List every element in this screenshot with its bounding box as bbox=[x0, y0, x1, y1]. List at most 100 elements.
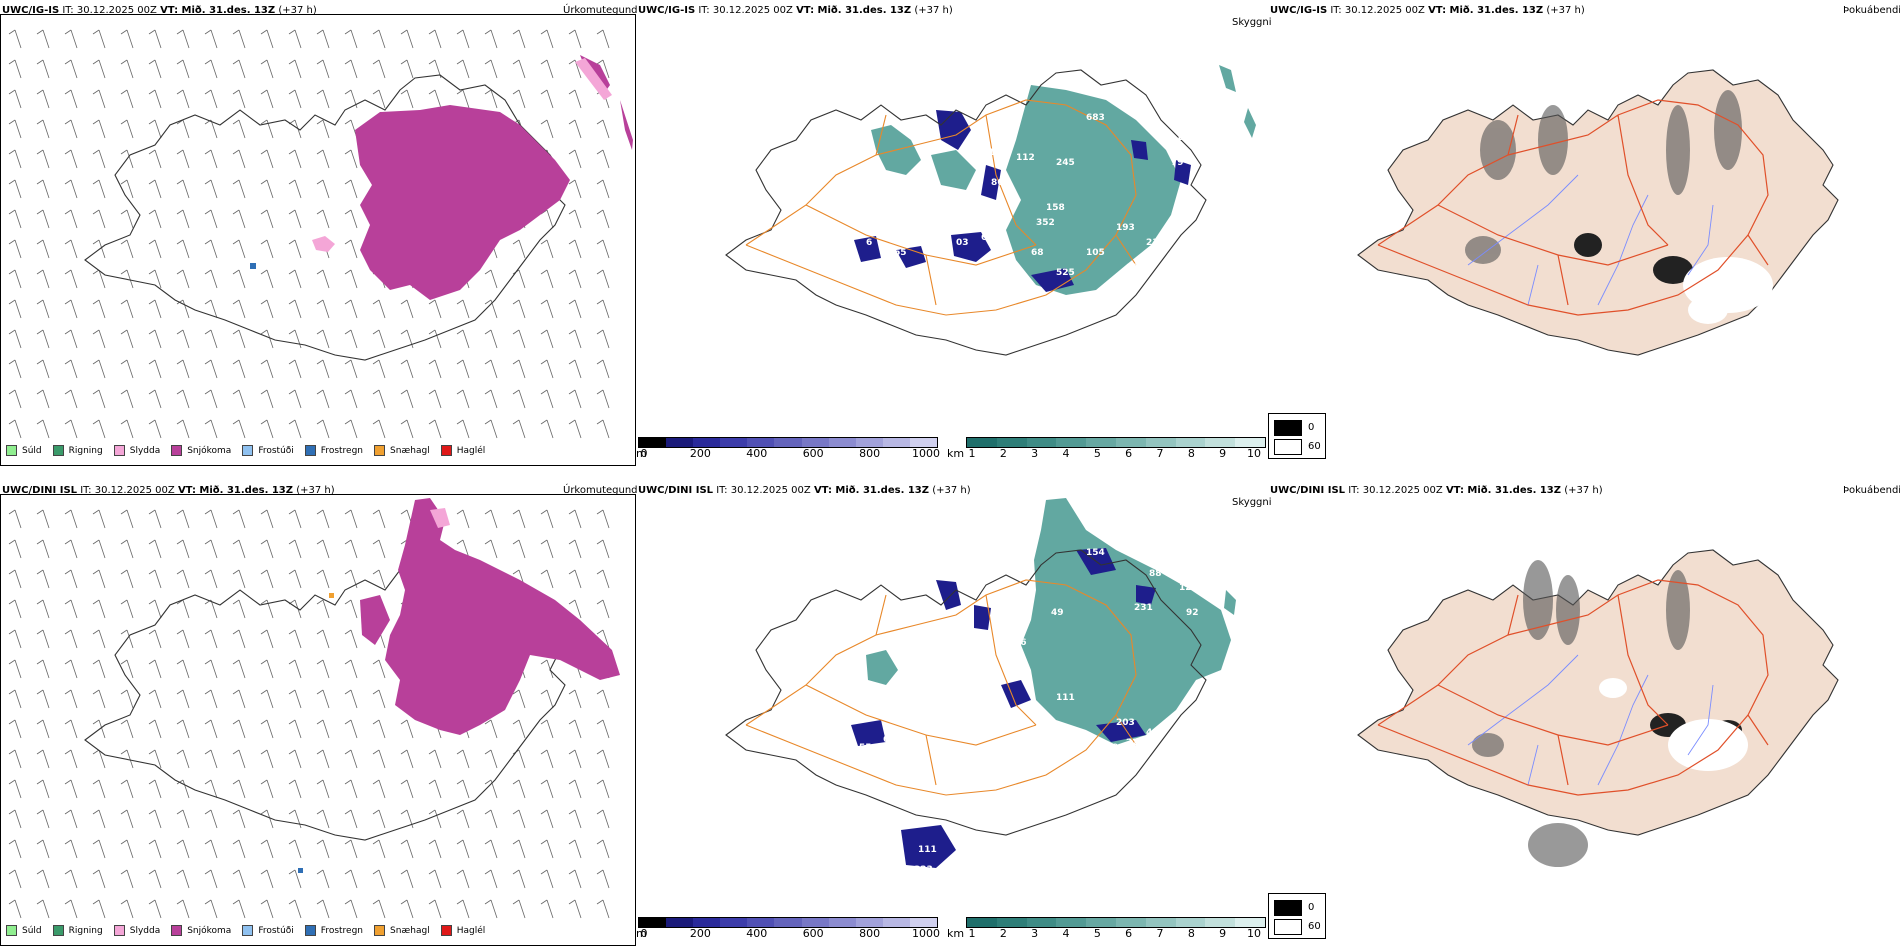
wind-barb-flag bbox=[484, 299, 492, 305]
wind-barb bbox=[154, 749, 162, 769]
wind-barb-flag bbox=[260, 389, 268, 395]
wind-barb bbox=[70, 89, 78, 109]
wind-barb bbox=[350, 719, 358, 739]
wind-barb-flag bbox=[92, 239, 100, 245]
wind-barb-flag bbox=[260, 779, 268, 785]
colorbar-tick: 5 bbox=[1093, 927, 1101, 940]
wind-barb-flag bbox=[344, 689, 352, 695]
wind-barb bbox=[70, 569, 78, 589]
wind-barb bbox=[434, 779, 442, 799]
wind-barb-flag bbox=[316, 689, 324, 695]
wind-barb-flag bbox=[512, 839, 520, 845]
wind-barb-flag bbox=[204, 299, 212, 305]
wind-barb bbox=[70, 659, 78, 679]
valid-time: VT: Mið. 31.des. 13Z bbox=[796, 5, 912, 16]
wind-barb-flag bbox=[596, 59, 604, 65]
wind-barb bbox=[154, 299, 162, 319]
legend-swatch bbox=[6, 445, 17, 456]
wind-barb bbox=[182, 749, 190, 769]
wind-barb bbox=[406, 29, 414, 49]
wind-barb bbox=[266, 869, 274, 889]
wind-barb bbox=[574, 89, 582, 109]
wind-barb-flag bbox=[232, 749, 240, 755]
wind-barb-flag bbox=[232, 209, 240, 215]
wind-barb bbox=[14, 209, 22, 229]
wind-barb-flag bbox=[568, 539, 576, 545]
wind-barb-flag bbox=[344, 299, 352, 305]
visibility-areas bbox=[871, 65, 1256, 295]
wind-barb-flag bbox=[148, 239, 156, 245]
wind-barb-flag bbox=[204, 149, 212, 155]
wind-barb-flag bbox=[316, 299, 324, 305]
wind-barb-flag bbox=[316, 59, 324, 65]
legend-item: Súld bbox=[6, 925, 42, 936]
wind-barb-flag bbox=[540, 719, 548, 725]
wind-barb bbox=[238, 29, 246, 49]
wind-barb-flag bbox=[36, 359, 44, 365]
wind-barb-flag bbox=[148, 419, 156, 425]
wind-barb-flag bbox=[568, 239, 576, 245]
panel-type-fog: Þokuábendi bbox=[1843, 5, 1900, 16]
wind-barb-flag bbox=[92, 539, 100, 545]
road-network bbox=[1377, 99, 1769, 316]
wind-barb-flag bbox=[568, 689, 576, 695]
wind-barb bbox=[154, 179, 162, 199]
wind-barb bbox=[574, 689, 582, 709]
wind-barb bbox=[266, 779, 274, 799]
visibility-label: 122 bbox=[1176, 133, 1195, 143]
wind-barb-flag bbox=[596, 359, 604, 365]
wind-barb-flag bbox=[372, 809, 380, 815]
wind-barb-flag bbox=[568, 719, 576, 725]
colorbar-bin bbox=[828, 438, 856, 447]
wind-barb bbox=[602, 719, 610, 739]
cloud-panel-1: UWC/IG-IS IT: 30.12.2025 00Z VT: Mið. 31… bbox=[636, 0, 1272, 475]
legend-item: Frostregn bbox=[304, 925, 363, 936]
wind-barb bbox=[378, 569, 386, 589]
wind-barb bbox=[406, 59, 414, 79]
colorbar-bin bbox=[967, 438, 997, 447]
wind-barb-flag bbox=[260, 839, 268, 845]
wind-barb-flag bbox=[344, 539, 352, 545]
wind-barb bbox=[406, 329, 414, 349]
wind-barb bbox=[574, 719, 582, 739]
wind-barb-flag bbox=[260, 869, 268, 875]
wind-barb-flag bbox=[372, 59, 380, 65]
wind-barb-flag bbox=[484, 419, 492, 425]
wind-barb-flag bbox=[596, 539, 604, 545]
wind-barb bbox=[182, 779, 190, 799]
visibility-label: 352 bbox=[1036, 218, 1055, 228]
wind-barb-flag bbox=[400, 809, 408, 815]
wind-barb bbox=[238, 539, 246, 559]
wind-barb bbox=[434, 389, 442, 409]
wind-barb bbox=[574, 809, 582, 829]
wind-barb-flag bbox=[36, 149, 44, 155]
wind-barb bbox=[602, 119, 610, 139]
row-2: UWC/DINI ISL IT: 30.12.2025 00Z VT: Mið.… bbox=[0, 480, 1900, 950]
visibility-label: 121 bbox=[1179, 583, 1198, 593]
wind-barb-flag bbox=[596, 149, 604, 155]
wind-barb-flag bbox=[344, 59, 352, 65]
wind-barb-flag bbox=[260, 149, 268, 155]
wind-barb bbox=[546, 299, 554, 319]
wind-barb bbox=[490, 329, 498, 349]
wind-barb-flag bbox=[484, 749, 492, 755]
wind-barb bbox=[434, 299, 442, 319]
colorbar-bin bbox=[801, 918, 829, 927]
wind-barb bbox=[350, 209, 358, 229]
wind-barb-flag bbox=[288, 149, 296, 155]
wind-barb-flag bbox=[596, 569, 604, 575]
wind-barb bbox=[154, 329, 162, 349]
wind-barb-flag bbox=[204, 809, 212, 815]
wind-barb-flag bbox=[344, 419, 352, 425]
wind-barb-flag bbox=[260, 809, 268, 815]
road-network bbox=[745, 579, 1137, 796]
valid-time: VT: Mið. 31.des. 13Z bbox=[160, 5, 276, 16]
visibility-label: 683 bbox=[1086, 113, 1105, 123]
wind-barb bbox=[182, 269, 190, 289]
wind-barb-flag bbox=[400, 719, 408, 725]
wind-barb-flag bbox=[36, 389, 44, 395]
wind-barb-flag bbox=[316, 119, 324, 125]
colorbar-tick: 2 bbox=[999, 447, 1007, 460]
wind-barb-flag bbox=[596, 599, 604, 605]
wind-barb bbox=[126, 329, 134, 349]
